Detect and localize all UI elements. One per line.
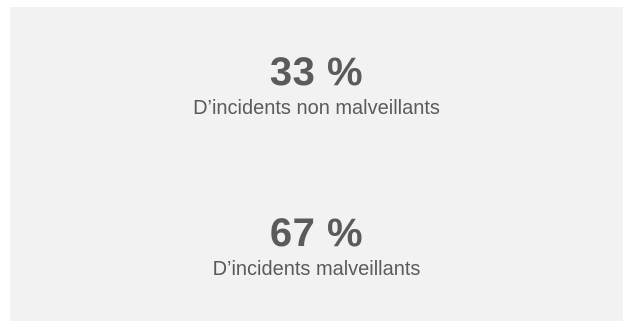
stat-malicious: 67 % D’incidents malveillants — [10, 210, 623, 281]
stat-value: 67 % — [269, 211, 364, 255]
stat-non-malicious: 33 % D’incidents non malveillants — [10, 49, 623, 120]
stat-label: D’incidents non malveillants — [193, 97, 440, 119]
stat-label: D’incidents malveillants — [212, 258, 421, 280]
stat-value: 33 % — [269, 50, 364, 94]
stats-panel: 33 % D’incidents non malveillants 67 % D… — [10, 7, 623, 321]
